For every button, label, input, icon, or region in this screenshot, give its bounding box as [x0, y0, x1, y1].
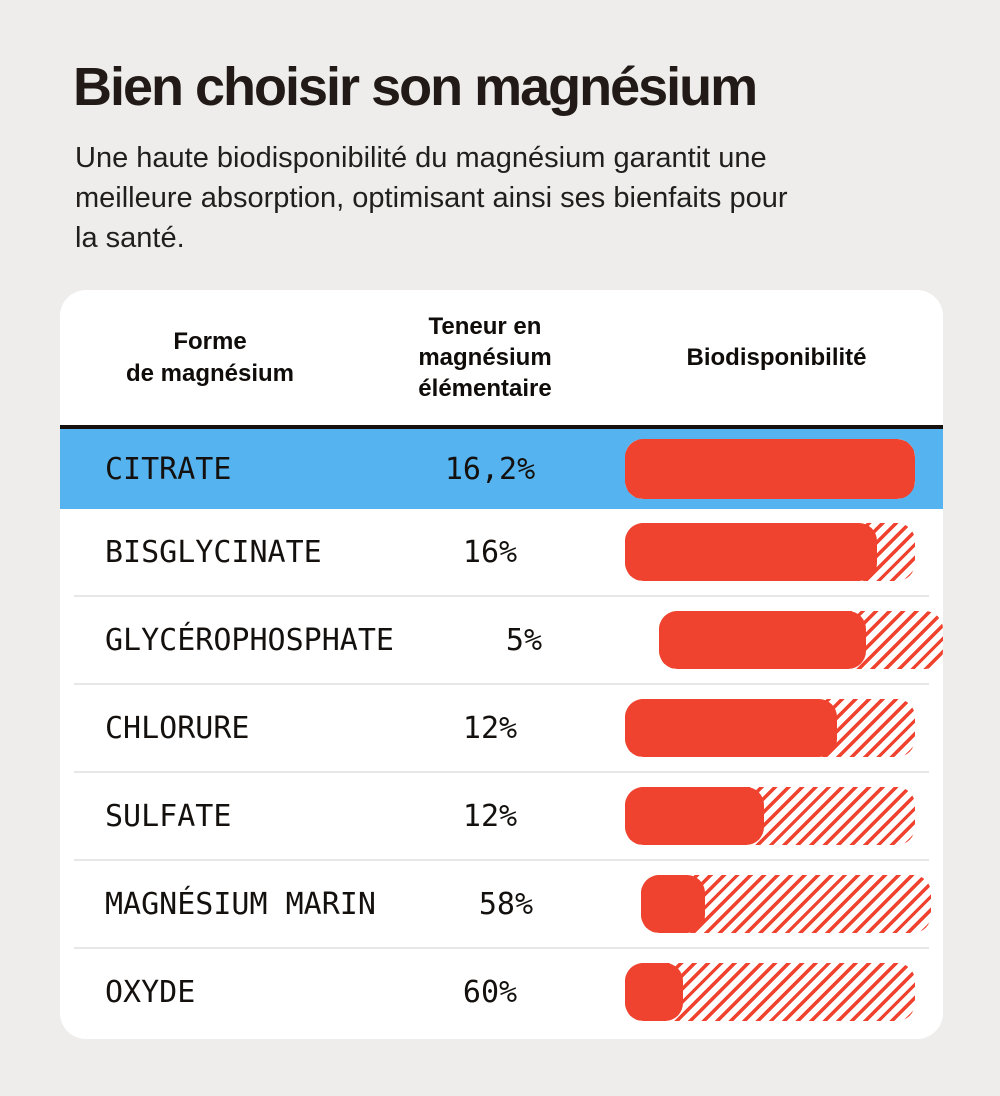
- table-row: BISGLYCINATE 16%: [60, 509, 943, 595]
- bioavailability-bar-fill: [640, 875, 705, 933]
- bioavailability-bar-track: [625, 787, 915, 845]
- row-divider: [74, 683, 929, 685]
- table-row: OXYDE 60%: [60, 949, 943, 1035]
- bioavailability-bar-fill: [625, 699, 837, 757]
- page-title: Bien choisir son magnésium: [73, 57, 758, 117]
- row-divider: [74, 859, 929, 861]
- table-row: SULFATE 12%: [60, 773, 943, 859]
- table-rows: CITRATE 16,2% BISGLYCINATE 16% GLYCÉROPH…: [60, 429, 943, 1035]
- table-header: Forme de magnésium Teneur en magnésium é…: [60, 290, 943, 429]
- row-label: MAGNÉSIUM MARIN: [105, 886, 376, 922]
- row-teneur-value: 60%: [462, 974, 518, 1010]
- bioavailability-bar-track: [658, 611, 943, 669]
- row-teneur-value: 58%: [478, 886, 534, 922]
- table-row: CITRATE 16,2%: [60, 429, 943, 509]
- row-teneur-value: 16%: [462, 534, 518, 570]
- bioavailability-bar-track: [625, 699, 915, 757]
- row-teneur-value: 5%: [505, 622, 543, 658]
- table-card: Forme de magnésium Teneur en magnésium é…: [60, 290, 943, 1039]
- row-teneur-value: 12%: [462, 798, 518, 834]
- column-header-biodisponibilite: Biodisponibilité: [686, 343, 867, 371]
- row-label: GLYCÉROPHOSPHATE: [105, 622, 394, 658]
- bioavailability-bar-fill: [625, 963, 683, 1021]
- bioavailability-bar-fill: [625, 439, 915, 499]
- bioavailability-bar-track: [625, 439, 915, 499]
- table-row: MAGNÉSIUM MARIN 58%: [60, 861, 943, 947]
- row-divider: [74, 595, 929, 597]
- row-label: CITRATE: [105, 451, 232, 487]
- row-label: BISGLYCINATE: [105, 534, 322, 570]
- bioavailability-bar-track: [625, 963, 915, 1021]
- row-teneur-value: 16,2%: [444, 451, 536, 487]
- row-label: SULFATE: [105, 798, 232, 834]
- bioavailability-bar-fill: [658, 611, 867, 669]
- page-subtitle: Une haute biodisponibilité du magnésium …: [75, 142, 788, 255]
- bioavailability-bar-track: [640, 875, 931, 933]
- row-teneur-value: 12%: [462, 710, 518, 746]
- bioavailability-bar-fill: [625, 523, 878, 581]
- table-row: GLYCÉROPHOSPHATE 5%: [60, 597, 943, 683]
- bioavailability-bar-track: [625, 523, 915, 581]
- row-label: OXYDE: [105, 974, 196, 1010]
- row-divider: [74, 771, 929, 773]
- table-row: CHLORURE 12%: [60, 685, 943, 771]
- bioavailability-bar-fill: [625, 787, 765, 845]
- row-label: CHLORURE: [105, 710, 250, 746]
- row-divider: [74, 947, 929, 949]
- column-header-forme: Forme de magnésium: [125, 328, 295, 387]
- column-header-teneur: Teneur en magnésium élémentaire: [418, 312, 552, 403]
